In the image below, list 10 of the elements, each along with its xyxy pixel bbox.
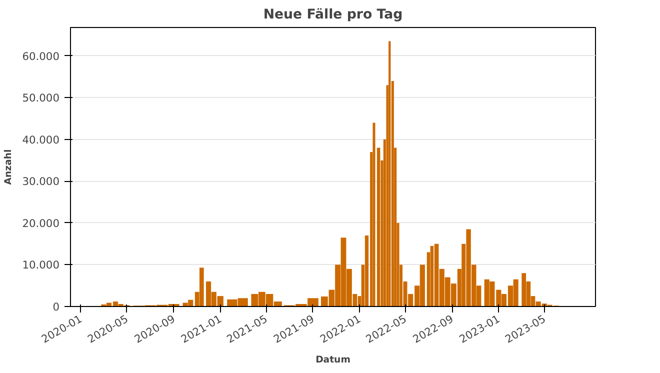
- y-axis-title: Anzahl: [3, 149, 14, 185]
- y-tick-label: 0: [52, 300, 60, 314]
- y-tick-label: 50.000: [22, 92, 60, 105]
- y-tick-label: 20.000: [22, 216, 60, 230]
- y-tick-label: 60.000: [22, 50, 60, 63]
- y-tick-label: 30.000: [22, 175, 60, 188]
- y-tick-label: 40.000: [22, 133, 60, 146]
- x-axis-title: Datum: [316, 354, 350, 366]
- y-tick-label: 10.000: [22, 258, 60, 272]
- chart-title: Neue Fälle pro Tag: [263, 8, 403, 22]
